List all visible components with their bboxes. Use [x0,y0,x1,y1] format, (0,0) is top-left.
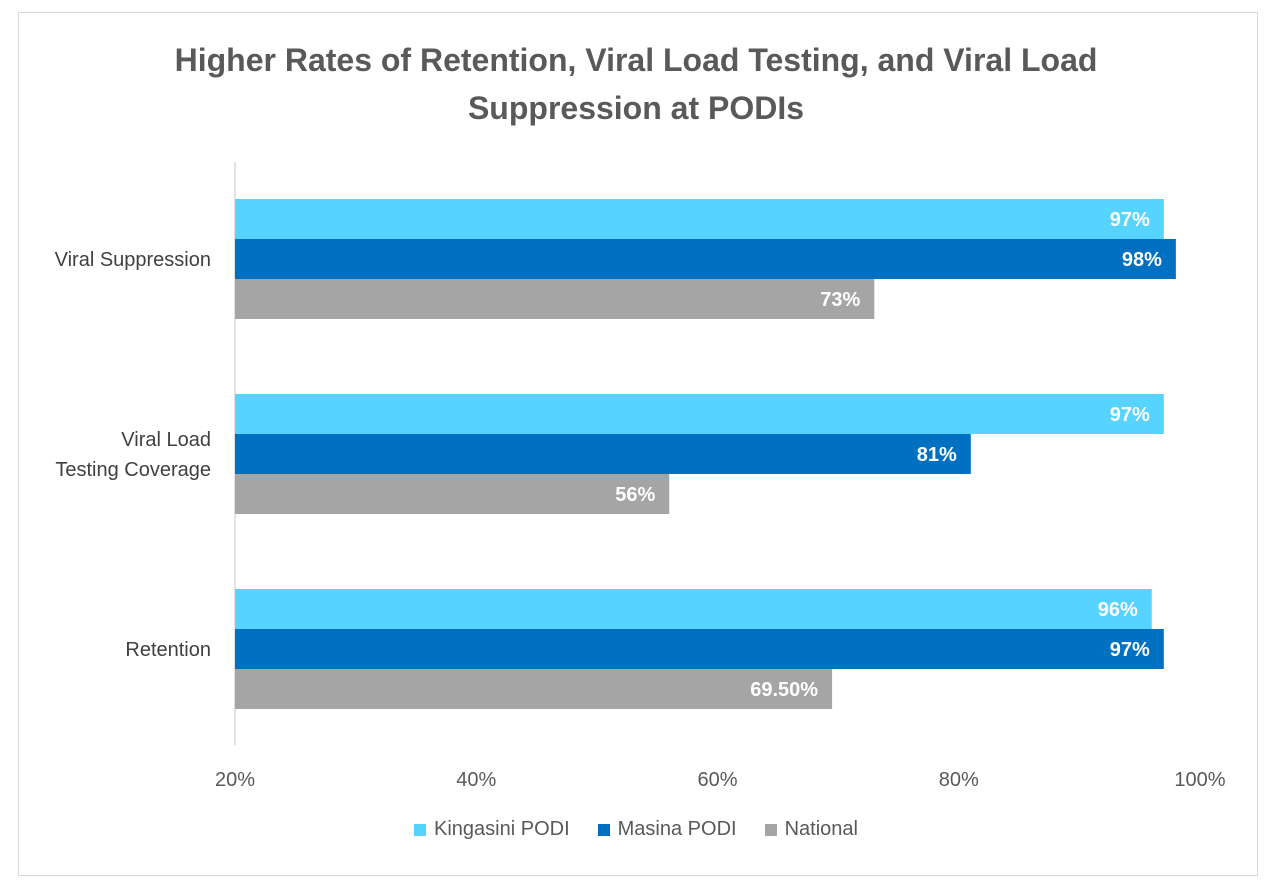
x-tick-label: 100% [1174,769,1225,791]
chart-title-line: Higher Rates of Retention, Viral Load Te… [174,42,1098,78]
legend-label: National [784,818,858,840]
category-label: Viral Load Testing Coverage [55,429,211,481]
legend-swatch [414,823,427,836]
legend-swatch [764,823,777,836]
bar-kingasini-podi [235,394,1164,434]
bar-national [235,279,875,319]
bar-masina-podi [235,629,1164,669]
data-label: 96% [1098,599,1138,621]
bar-national [235,669,833,709]
data-label: 73% [820,289,860,311]
legend-label: Masina PODI [617,818,737,840]
bar-masina-podi [235,434,971,474]
data-label: 97% [1110,209,1150,231]
category-label: Viral Suppression [55,249,211,271]
x-tick-label: 80% [939,769,979,791]
data-label: 98% [1122,249,1162,271]
x-tick-label: 40% [456,769,496,791]
legend-item: Masina PODI [597,818,737,841]
data-label: 81% [917,444,957,466]
bar-masina-podi [235,239,1176,279]
chart-legend: Kingasini PODI Masina PODI National [0,818,1272,841]
data-label: 69.50% [750,679,818,701]
data-label: 97% [1110,639,1150,661]
x-tick-label: 60% [697,769,737,791]
bar-kingasini-podi [235,589,1152,629]
legend-swatch [597,823,610,836]
data-label: 97% [1110,404,1150,426]
legend-label: Kingasini PODI [434,818,570,840]
data-label: 56% [615,484,655,506]
chart-title: Higher Rates of Retention, Viral Load Te… [0,36,1272,132]
chart-title-line: Suppression at PODIs [467,90,805,126]
legend-item: Kingasini PODI [414,818,570,841]
category-label: Retention [125,639,211,661]
x-tick-label: 20% [215,769,255,791]
legend-item: National [764,818,858,841]
bar-kingasini-podi [235,199,1164,239]
bar-national [235,474,670,514]
